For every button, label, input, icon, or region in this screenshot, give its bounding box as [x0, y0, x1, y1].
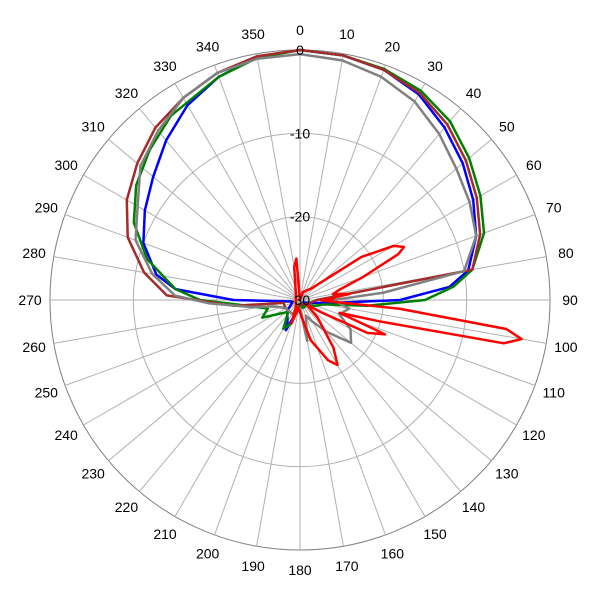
- grid-spoke: [299, 53, 344, 301]
- angle-tick-label: 180: [288, 562, 312, 578]
- grid-spoke: [256, 53, 301, 301]
- angle-tick-label: 350: [241, 26, 265, 42]
- angle-tick-label: 150: [423, 526, 447, 542]
- angle-tick-label: 20: [385, 38, 401, 54]
- angle-tick-label: 110: [543, 384, 566, 400]
- angle-tick-label: 100: [554, 339, 578, 355]
- grid-spoke: [138, 299, 301, 492]
- grid-spoke: [299, 64, 386, 301]
- grid-spoke: [83, 174, 301, 301]
- grid-spoke: [64, 214, 301, 301]
- grid-spoke: [214, 299, 301, 536]
- series-line-3: [134, 52, 478, 345]
- angle-tick-label: 190: [241, 558, 265, 574]
- grid-spoke: [174, 83, 301, 301]
- angle-tick-label: 140: [462, 499, 486, 515]
- angle-tick-label: 160: [381, 546, 405, 562]
- grid-spoke: [299, 299, 492, 462]
- grid-spoke: [64, 299, 301, 386]
- angle-tick-label: 260: [22, 339, 46, 355]
- angle-tick-label: 310: [81, 118, 105, 134]
- angle-tick-label: 210: [153, 526, 177, 542]
- grid-spoke: [299, 299, 517, 426]
- tick-labels: 0 10 20 30 40 50 60 70 80 90 100 110 120 130 140 150 160…: [18, 22, 578, 578]
- angle-tick-label: 0: [296, 22, 304, 38]
- angle-tick-label: 60: [526, 157, 542, 173]
- radial-tick-label: -20: [290, 209, 310, 225]
- angle-tick-label: 300: [54, 157, 78, 173]
- angle-tick-label: 30: [427, 58, 443, 74]
- angle-tick-label: 290: [35, 200, 59, 216]
- grid-spoke: [299, 214, 536, 301]
- grid-spoke: [256, 299, 301, 547]
- grid-spoke: [299, 299, 547, 344]
- angle-tick-label: 10: [339, 26, 355, 42]
- grid-spoke: [299, 299, 426, 517]
- grid-spoke: [299, 108, 462, 301]
- series-line-2: [125, 48, 482, 317]
- angle-tick-label: 270: [18, 292, 42, 308]
- angle-tick-label: 240: [54, 427, 78, 443]
- angle-tick-label: 40: [466, 85, 482, 101]
- grid-spoke: [299, 299, 386, 536]
- angle-tick-label: 340: [196, 38, 220, 54]
- grid-spoke: [108, 299, 301, 462]
- grid-spoke: [299, 83, 426, 301]
- angle-tick-label: 250: [35, 384, 59, 400]
- grid-spoke: [83, 299, 301, 426]
- angle-tick-label: 230: [81, 466, 105, 482]
- angle-tick-label: 220: [115, 499, 139, 515]
- angle-tick-label: 320: [115, 85, 139, 101]
- angle-tick-label: 80: [558, 245, 574, 261]
- radial-tick-label: 0: [296, 42, 304, 58]
- series-layer: [125, 48, 523, 367]
- angle-tick-label: 120: [522, 427, 546, 443]
- angle-tick-label: 170: [335, 558, 359, 574]
- angle-tick-label: 130: [495, 466, 519, 482]
- radial-tick-label: -10: [290, 125, 310, 141]
- angle-tick-label: 330: [153, 58, 177, 74]
- angle-tick-label: 200: [196, 546, 220, 562]
- grid-spoke: [214, 64, 301, 301]
- radial-tick-label: -30: [290, 292, 310, 308]
- series-line-4: [290, 244, 523, 367]
- grid-spoke: [53, 256, 301, 301]
- grid-spoke: [299, 138, 492, 301]
- angle-tick-label: 280: [22, 245, 46, 261]
- angle-tick-label: 70: [546, 200, 562, 216]
- grid-spoke: [174, 299, 301, 517]
- angle-tick-label: 50: [499, 118, 515, 134]
- angle-tick-label: 90: [562, 292, 578, 308]
